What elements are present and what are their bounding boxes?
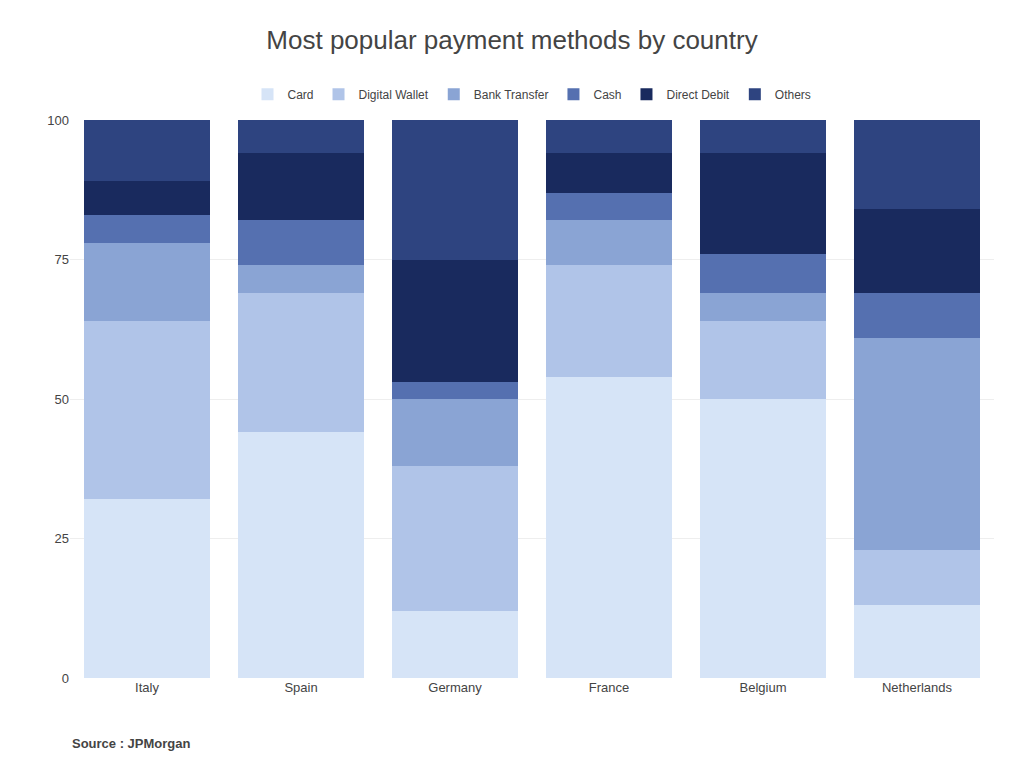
svg-text:Others: Others [775, 88, 811, 102]
svg-text:Most popular payment methods b: Most popular payment methods by country [266, 25, 757, 55]
svg-text:Source : JPMorgan: Source : JPMorgan [72, 736, 191, 751]
svg-text:25: 25 [55, 531, 69, 546]
svg-text:75: 75 [55, 252, 69, 267]
svg-text:Cash: Cash [593, 88, 621, 102]
svg-text:50: 50 [55, 392, 69, 407]
svg-text:Italy: Italy [135, 680, 159, 695]
svg-text:Germany: Germany [428, 680, 482, 695]
svg-text:Direct Debit: Direct Debit [666, 88, 729, 102]
svg-text:Card: Card [288, 88, 314, 102]
svg-text:Belgium: Belgium [740, 680, 787, 695]
svg-text:0: 0 [62, 671, 69, 686]
svg-text:Bank Transfer: Bank Transfer [474, 88, 549, 102]
svg-text:Netherlands: Netherlands [882, 680, 953, 695]
svg-text:100: 100 [47, 113, 69, 128]
svg-text:France: France [589, 680, 629, 695]
svg-text:Spain: Spain [284, 680, 317, 695]
svg-text:Digital Wallet: Digital Wallet [359, 88, 429, 102]
